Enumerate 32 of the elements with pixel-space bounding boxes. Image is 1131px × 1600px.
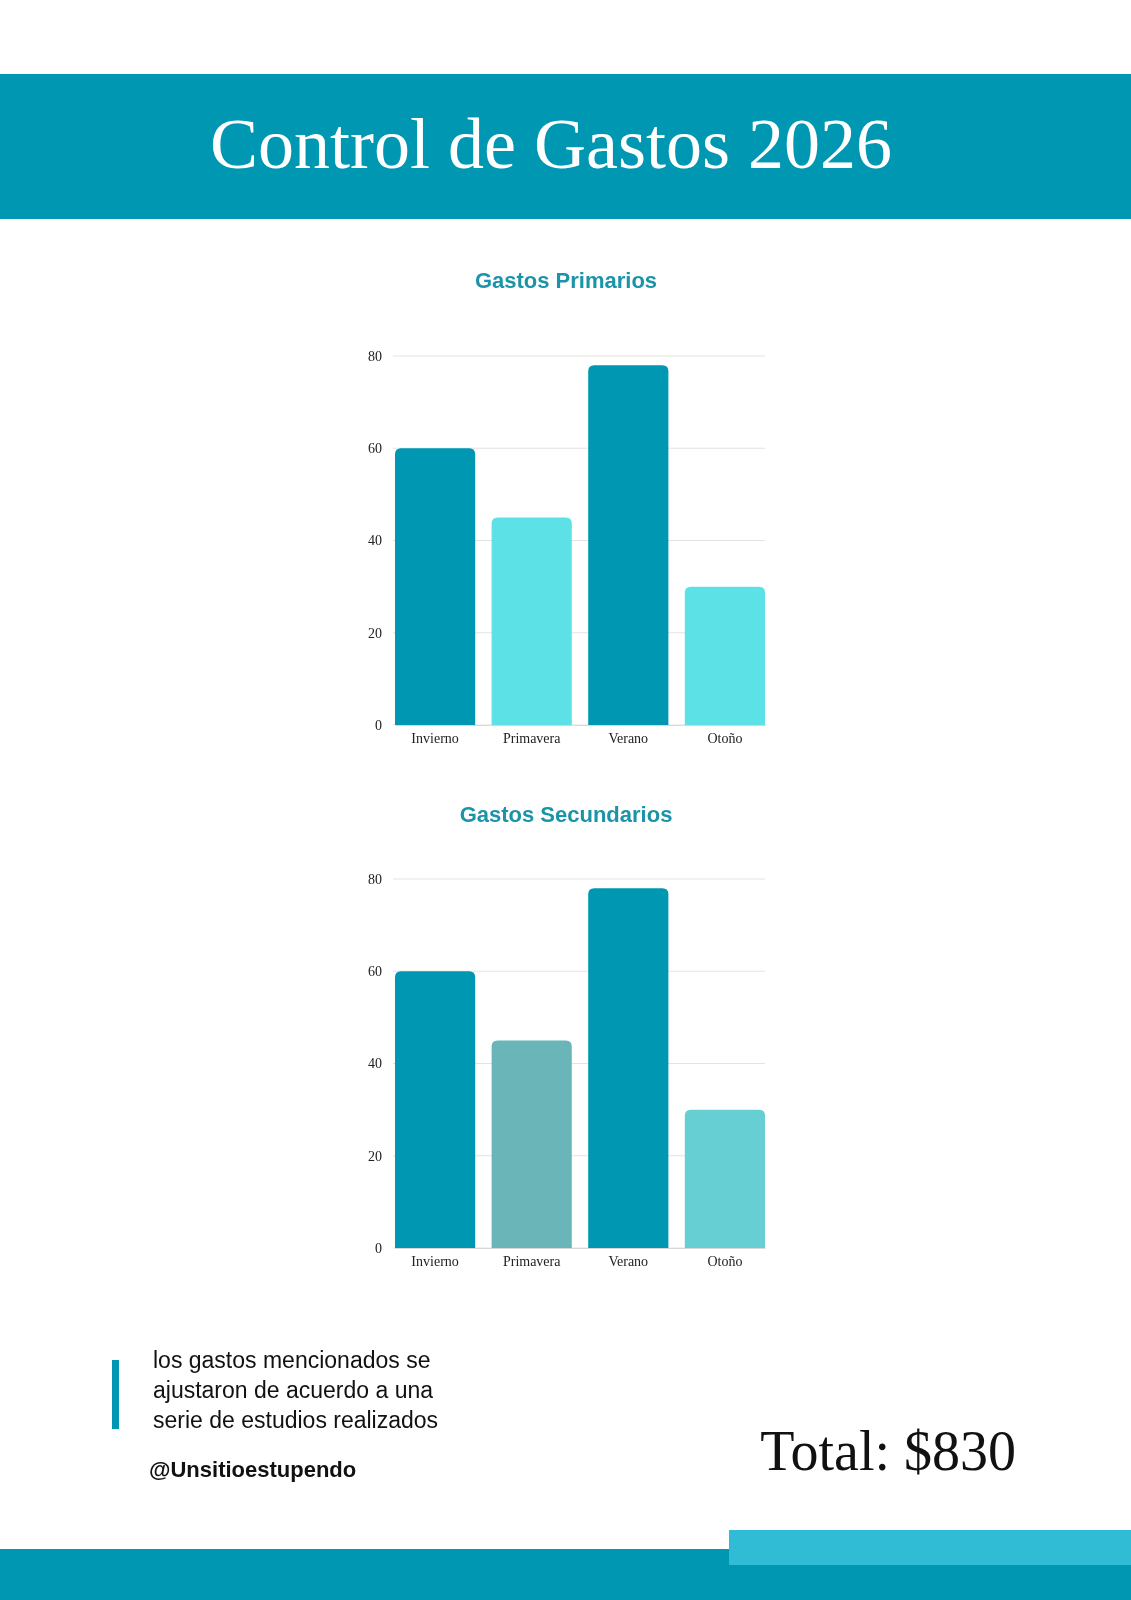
x-tick-label: Otoño (707, 730, 743, 746)
x-tick-label: Invierno (411, 730, 459, 746)
text: los gastos mencionados se ajustaron de acuerdo a una serie de estudios realizados (153, 1347, 439, 1433)
y-tick-label: 80 (368, 348, 382, 364)
x-tick-label: Otoño (707, 1253, 743, 1269)
bar (395, 971, 476, 1248)
y-tick-label: 40 (368, 1056, 382, 1072)
bar (491, 517, 572, 725)
text: Control de Gastos 2026 (210, 104, 892, 184)
x-tick-label: Primavera (502, 730, 562, 746)
text: Total: $830 (760, 1420, 1016, 1482)
bar (588, 365, 669, 725)
y-tick-label: 60 (368, 964, 382, 980)
y-tick-label: 40 (368, 533, 382, 549)
bar (684, 1109, 765, 1248)
y-tick-label: 0 (375, 717, 382, 733)
y-tick-label: 0 (375, 1240, 382, 1256)
y-tick-label: 60 (368, 441, 382, 457)
x-tick-label: Verano (608, 730, 649, 746)
y-tick-label: 20 (368, 625, 382, 641)
bar (588, 888, 669, 1248)
chart-title: Gastos Secundarios (459, 802, 673, 827)
bar (491, 1040, 572, 1248)
bar (395, 448, 476, 725)
y-tick-label: 80 (368, 871, 382, 887)
x-tick-label: Verano (608, 1253, 649, 1269)
bar (684, 586, 765, 725)
y-tick-label: 20 (368, 1148, 382, 1164)
chart-title: Gastos Primarios (474, 268, 658, 293)
x-tick-label: Primavera (502, 1253, 562, 1269)
text: @Unsitioestupendo (149, 1457, 357, 1482)
x-tick-label: Invierno (411, 1253, 459, 1269)
